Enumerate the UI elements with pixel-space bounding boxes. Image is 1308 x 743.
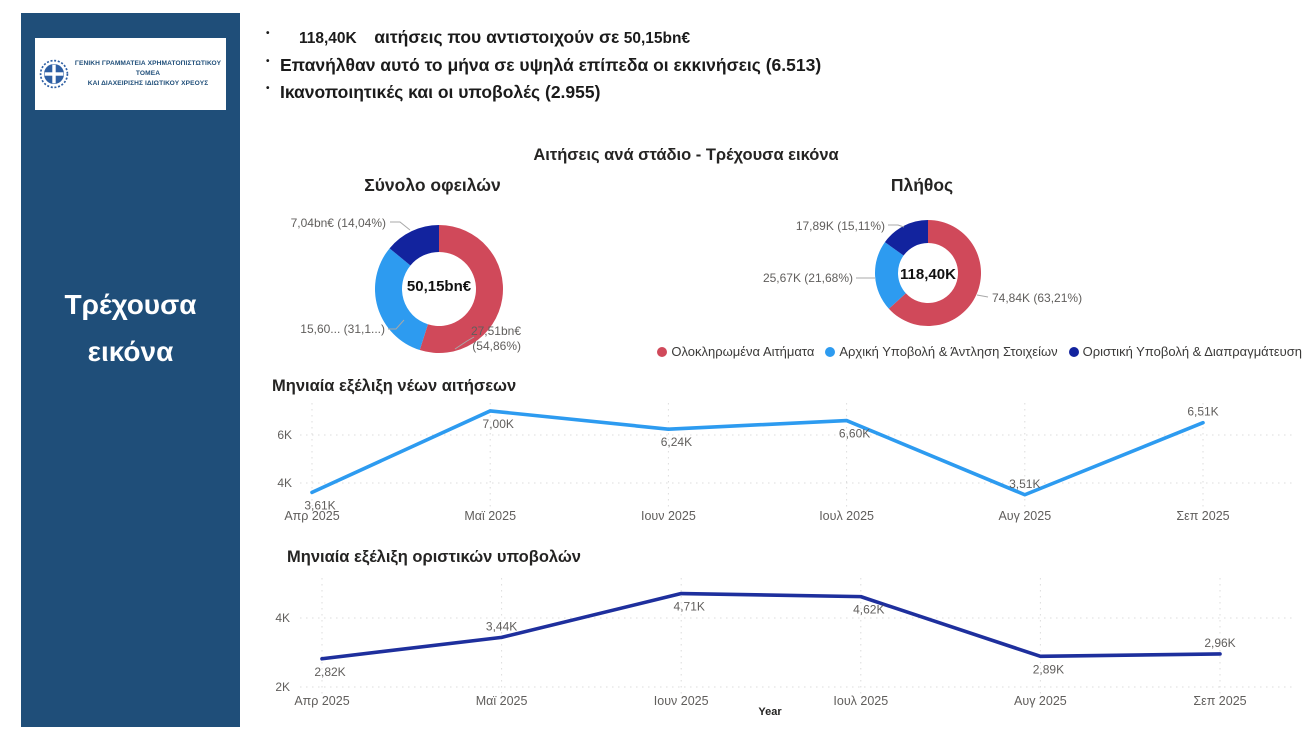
x-axis-label: Ιουλ 2025 <box>833 694 888 708</box>
x-axis-label: Αυγ 2025 <box>998 509 1051 523</box>
x-axis-label: Αυγ 2025 <box>1014 694 1067 708</box>
legend-label-completed: Ολοκληρωμένα Αιτήματα <box>671 344 815 359</box>
legend-dot-completed-icon <box>657 346 668 357</box>
logo-line-1: ΓΕΝΙΚΗ ΓΡΑΜΜΑΤΕΙΑ ΧΡΗΜΑΤΟΠΙΣΤΩΤΙΚΟΥ ΤΟΜΕ… <box>74 59 222 77</box>
x-axis-label: Σεπ 2025 <box>1193 694 1246 708</box>
donut-slice[interactable] <box>419 225 503 353</box>
bullet-icon: • <box>266 83 270 94</box>
line-chart-new-applications-title: Μηνιαία εξέλιξη νέων αιτήσεων <box>272 377 517 395</box>
callout-leader-line <box>976 294 989 298</box>
line-chart-final-submissions[interactable]: 2K 4K Απρ 2025 Μαϊ 2025 Ιουν 2025 Ιουλ 2025 Αυ… <box>270 570 1308 715</box>
donut-count-label-initial: 25,67K (21,68%) <box>762 271 853 285</box>
x-axis-title: Year <box>758 706 782 718</box>
data-point-label: 2,96K <box>1204 636 1235 650</box>
callout-leader-line <box>388 319 405 330</box>
donut-slice[interactable] <box>888 220 981 326</box>
callout-leader-line <box>454 336 475 350</box>
donut-debt-label-initial: 15,60... (31,1...) <box>300 322 385 336</box>
donut-count-title: Πλήθος <box>890 175 954 195</box>
x-axis-label: Απρ 2025 <box>284 509 339 523</box>
sidebar-page-title: Τρέχουσα εικόνα <box>64 289 197 367</box>
headline-bullet-2: • Επανήλθαν αυτό το μήνα σε υψηλά επίπεδ… <box>266 55 821 76</box>
x-axis-label: Μαϊ 2025 <box>464 509 516 523</box>
donut-slice[interactable] <box>875 242 906 309</box>
line-chart-new-applications[interactable]: 4K 6K Απρ 2025 Μαϊ 2025 Ιουν 2025 Ιουλ 2025 Αυ… <box>270 398 1308 530</box>
x-axis-label: Ιουν 2025 <box>641 509 696 523</box>
callout-leader-line <box>390 221 411 231</box>
headline-bullet-1-text: αιτήσεις που αντιστοιχούν σε <box>374 27 620 47</box>
donut-count-label-final: 17,89K (15,11%) <box>795 219 885 233</box>
data-point-label: 4,71K <box>674 600 705 614</box>
bullet-icon: • <box>266 28 270 39</box>
x-axis-label: Ιουλ 2025 <box>819 509 874 523</box>
x-axis-label: Σεπ 2025 <box>1176 509 1229 523</box>
headline-bullet-1: • 118,40K αιτήσεις που αντιστοιχούν σε 5… <box>266 27 690 48</box>
donut-chart-debt[interactable] <box>340 205 540 365</box>
headline-bullet-3-text: Ικανοποιητικές και οι υποβολές (2.955) <box>280 82 601 102</box>
y-axis-tick-label: 4K <box>275 611 290 625</box>
donut-debt-center-value: 50,15bn€ <box>406 278 472 295</box>
legend-label-final: Οριστική Υποβολή & Διαπραγμάτευση <box>1082 344 1302 359</box>
legend-dot-initial-icon <box>825 346 836 357</box>
logo-text: ΓΕΝΙΚΗ ΓΡΑΜΜΑΤΕΙΑ ΧΡΗΜΑΤΟΠΙΣΤΩΤΙΚΟΥ ΤΟΜΕ… <box>74 59 222 90</box>
data-point-label: 3,44K <box>486 619 517 633</box>
data-point-label: 2,89K <box>1033 662 1064 676</box>
donut-debt-label-completed: 27,51bn€ (54,86%) <box>470 324 521 353</box>
donut-debt-label-final: 7,04bn€ (14,04%) <box>290 216 386 230</box>
data-point-label: 6,51K <box>1187 405 1218 419</box>
donut-chart-count[interactable] <box>845 205 1025 345</box>
legend-item-completed[interactable]: Ολοκληρωμένα Αιτήματα <box>657 344 814 359</box>
headline-bullet-3: • Ικανοποιητικές και οι υποβολές (2.955) <box>266 82 600 103</box>
legend-item-final[interactable]: Οριστική Υποβολή & Διαπραγμάτευση <box>1068 344 1302 359</box>
callout-leader-line <box>888 224 905 228</box>
donut-count-center-value: 118,40K <box>900 266 956 283</box>
sidebar: ΓΕΝΙΚΗ ΓΡΑΜΜΑΤΕΙΑ ΧΡΗΜΑΤΟΠΙΣΤΩΤΙΚΟΥ ΤΟΜΕ… <box>21 13 240 727</box>
y-axis-tick-label: 4K <box>277 476 292 490</box>
donut-count-label-completed: 74,84K (63,21%) <box>992 291 1083 305</box>
total-debt-value: 50,15bn€ <box>623 30 691 47</box>
legend-item-initial[interactable]: Αρχική Υποβολή & Άντληση Στοιχείων <box>825 344 1058 359</box>
line-series[interactable] <box>320 591 1222 661</box>
logo-line-2: ΚΑΙ ΔΙΑΧΕΙΡΙΣΗΣ ΙΔΙΩΤΙΚΟΥ ΧΡΕΟΥΣ <box>87 80 209 88</box>
donut-slice[interactable] <box>375 248 428 351</box>
data-point-label: 4,62K <box>853 603 884 617</box>
section-title: Αιτήσεις ανά στάδιο - Τρέχουσα εικόνα <box>533 146 839 164</box>
legend-dot-final-icon <box>1068 346 1079 357</box>
total-applications-value: 118,40K <box>299 30 357 47</box>
data-point-label: 2,82K <box>314 665 345 679</box>
x-axis-label: Απρ 2025 <box>294 694 349 708</box>
headline-bullet-2-text: Επανήλθαν αυτό το μήνα σε υψηλά επίπεδα … <box>280 55 822 75</box>
donut-debt-title: Σύνολο οφειλών <box>364 175 501 195</box>
donut-slice[interactable] <box>884 220 928 256</box>
legend: Ολοκληρωμένα Αιτήματα Αρχική Υποβολή & Ά… <box>540 344 1302 359</box>
x-axis-label: Μαϊ 2025 <box>476 694 528 708</box>
greek-emblem-icon <box>39 59 69 89</box>
logo-panel: ΓΕΝΙΚΗ ΓΡΑΜΜΑΤΕΙΑ ΧΡΗΜΑΤΟΠΙΣΤΩΤΙΚΟΥ ΤΟΜΕ… <box>35 38 226 110</box>
data-point-label: 6,24K <box>661 435 692 449</box>
bullet-icon: • <box>266 56 270 67</box>
y-axis-tick-label: 6K <box>277 428 292 442</box>
line-series[interactable] <box>310 409 1205 497</box>
line-chart-final-submissions-title: Μηνιαία εξέλιξη οριστικών υποβολών <box>287 548 581 566</box>
data-point-label: 3,61K <box>304 498 335 512</box>
x-axis-label: Ιουν 2025 <box>654 694 709 708</box>
y-axis-tick-label: 2K <box>275 680 290 694</box>
data-point-label: 6,60K <box>839 427 870 441</box>
data-point-label: 7,00K <box>483 417 514 431</box>
donut-slice[interactable] <box>389 225 439 266</box>
legend-label-initial: Αρχική Υποβολή & Άντληση Στοιχείων <box>839 344 1058 359</box>
data-point-label: 3,51K <box>1009 477 1040 491</box>
